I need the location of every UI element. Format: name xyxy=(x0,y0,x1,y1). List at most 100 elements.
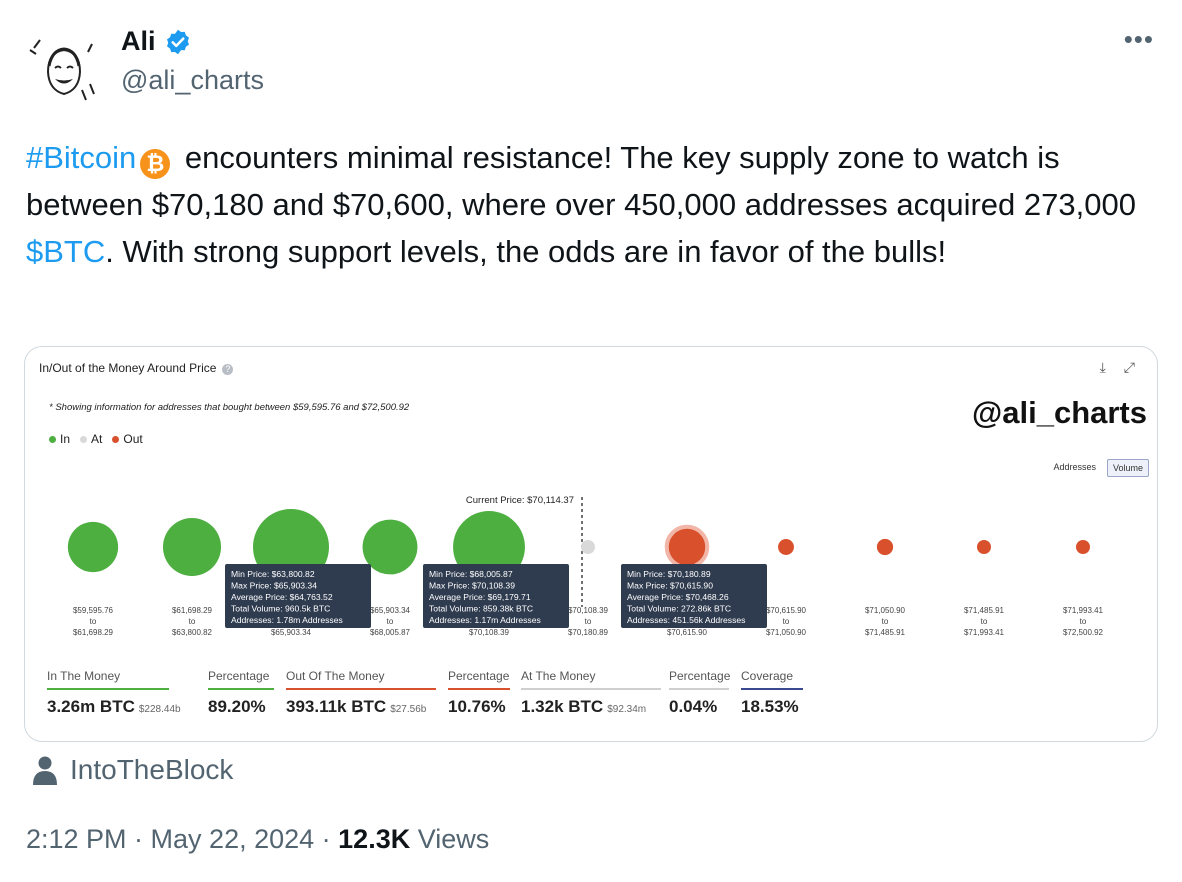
legend-dot-at xyxy=(80,435,88,443)
card-note: * Showing information for addresses that… xyxy=(49,402,410,413)
bucket-range-label: $68,005.87 xyxy=(370,628,411,637)
bubble-in[interactable] xyxy=(362,519,418,575)
stat-sub-value: $27.56b xyxy=(390,704,427,715)
bubble-in[interactable] xyxy=(162,517,222,577)
bucket-range-label: $65,903.34 xyxy=(271,628,312,637)
stat-value: 1.32k BTC $92.34m xyxy=(521,697,647,716)
download-icon[interactable]: ⤓ xyxy=(1099,359,1106,375)
verified-badge-icon xyxy=(164,28,192,56)
cashtag-btc-link[interactable]: $BTC xyxy=(26,234,106,269)
bucket-range-label: $71,485.91 xyxy=(865,628,906,637)
bubble-at[interactable] xyxy=(581,540,595,554)
author-name[interactable]: Ali xyxy=(121,26,156,56)
tooltip-line: Total Volume: 859.38k BTC xyxy=(429,604,533,614)
legend-item-out[interactable]: Out xyxy=(112,432,143,446)
bucket-range-label: to xyxy=(585,617,592,626)
stat-label: Percentage xyxy=(669,669,730,690)
tooltip-line: Addresses: 451.56k Addresses xyxy=(627,615,745,625)
bucket-range-label: $70,615.90 xyxy=(667,628,708,637)
bucket-range-label: $61,698.29 xyxy=(172,606,213,615)
watermark: @ali_charts xyxy=(972,395,1147,430)
bucket-range-label: to xyxy=(387,617,394,626)
tooltip-line: Average Price: $69,179.71 xyxy=(429,592,531,602)
tweet-text-body: encounters minimal resistance! The key s… xyxy=(26,140,1136,222)
tweet-meta: 2:12 PM · May 22, 2024 · 12.3K Views xyxy=(26,824,489,855)
stat-value: 3.26m BTC $228.44b xyxy=(47,697,181,716)
bucket-range-label: $65,903.34 xyxy=(370,606,411,615)
bucket-range-label: $71,050.90 xyxy=(766,628,807,637)
source-attribution[interactable]: IntoTheBlock xyxy=(32,754,233,786)
stat-value: 393.11k BTC $27.56b xyxy=(286,697,427,716)
hashtag-bitcoin-link[interactable]: #Bitcoin xyxy=(26,140,137,175)
more-options-icon[interactable]: ••• xyxy=(1123,24,1154,54)
legend-dot-out xyxy=(112,435,120,443)
tooltip-box xyxy=(621,564,767,628)
stat-value: 10.76% xyxy=(448,697,506,716)
views-count: 12.3K xyxy=(338,824,411,854)
bucket-range-label: to xyxy=(1080,617,1087,626)
bubble-out[interactable] xyxy=(1076,540,1090,554)
tooltip-line: Addresses: 1.78m Addresses xyxy=(231,615,343,625)
tooltip-box xyxy=(423,564,569,628)
tooltip-line: Average Price: $70,468.26 xyxy=(627,592,729,602)
stat-label: Percentage xyxy=(448,669,510,690)
bubble-chart: Current Price: $70,114.37 $59,595.76 to $61… xyxy=(67,495,1104,637)
tweet-text-end: . With strong support levels, the odds a… xyxy=(105,234,947,269)
bucket-range-label: $59,595.76 xyxy=(73,606,114,615)
toggle-volume[interactable]: Volume xyxy=(1106,459,1149,477)
stat-value: 18.53% xyxy=(741,697,799,716)
stat-sub-value: $92.34m xyxy=(607,704,647,715)
bucket-range-label: to xyxy=(882,617,889,626)
bubble-tooltip: Min Price: $70,180.89 Max Price: $70,615.… xyxy=(621,564,767,628)
stat-label: Percentage xyxy=(208,669,274,690)
timestamp[interactable]: 2:12 PM · May 22, 2024 · xyxy=(26,824,339,854)
tooltip-line: Max Price: $70,108.39 xyxy=(429,581,515,591)
avatar[interactable] xyxy=(22,28,104,110)
author-handle[interactable]: @ali_charts xyxy=(121,65,264,95)
toggle-addresses[interactable]: Addresses xyxy=(1053,462,1096,472)
person-icon xyxy=(33,756,57,785)
tooltip-line: Addresses: 1.17m Addresses xyxy=(429,615,541,625)
bucket-range-label: $61,698.29 xyxy=(73,628,114,637)
chart-legend: In At Out xyxy=(49,432,143,446)
bucket-range-label: $71,485.91 xyxy=(964,606,1005,615)
bucket-range-label: $70,108.39 xyxy=(469,628,510,637)
legend-item-in[interactable]: In xyxy=(49,432,70,446)
legend-item-at[interactable]: At xyxy=(80,432,102,446)
tooltip-line: Min Price: $68,005.87 xyxy=(429,569,513,579)
bucket-range-label: $72,500.92 xyxy=(1063,628,1104,637)
bucket-range-label: $71,050.90 xyxy=(865,606,906,615)
tooltip-line: Max Price: $70,615.90 xyxy=(627,581,713,591)
bubble-tooltip: Min Price: $68,005.87 Max Price: $70,108.… xyxy=(423,564,569,628)
tooltip-line: Total Volume: 960.5k BTC xyxy=(231,604,330,614)
card-toolbar: ⤓ ⤢ xyxy=(1100,359,1135,376)
stat-label: At The Money xyxy=(521,669,661,690)
tooltip-line: Average Price: $64,763.52 xyxy=(231,592,333,602)
bucket-range-label: $71,993.41 xyxy=(1063,606,1104,615)
legend-dot-in xyxy=(49,435,56,443)
bubble-in[interactable] xyxy=(67,521,119,573)
tooltip-line: Min Price: $70,180.89 xyxy=(627,569,711,579)
help-icon[interactable]: ? xyxy=(222,364,234,375)
bubble-out[interactable] xyxy=(778,539,794,555)
bitcoin-emoji-icon: ₿ xyxy=(140,149,171,179)
stat-label: In The Money xyxy=(47,669,169,690)
chart-image-card[interactable]: In/Out of the Money Around Price? ⤓ ⤢ * … xyxy=(24,346,1158,742)
bucket-range-label: $70,615.90 xyxy=(766,606,807,615)
bucket-range-label: $63,800.82 xyxy=(172,628,213,637)
bucket-range-label: $70,180.89 xyxy=(568,628,609,637)
bucket-range-label: to xyxy=(189,617,196,626)
expand-icon[interactable]: ⤢ xyxy=(1123,359,1135,375)
bubble-out[interactable] xyxy=(664,524,710,570)
source-label: IntoTheBlock xyxy=(70,754,234,785)
summary-stats: In The Money 3.26m BTC $228.44b Percentage 8… xyxy=(47,665,1137,725)
stat-value: 0.04% xyxy=(669,697,718,716)
bucket-range-label: to xyxy=(981,617,988,626)
stat-label: Coverage xyxy=(741,669,803,690)
bucket-range-label: to xyxy=(783,617,790,626)
bubble-out[interactable] xyxy=(876,538,894,556)
tooltip-line: Max Price: $65,903.34 xyxy=(231,581,317,591)
bubble-out[interactable] xyxy=(977,540,991,554)
bubble-tooltip: Min Price: $63,800.82 Max Price: $65,903.… xyxy=(225,564,371,628)
stat-label: Out Of The Money xyxy=(286,669,436,690)
